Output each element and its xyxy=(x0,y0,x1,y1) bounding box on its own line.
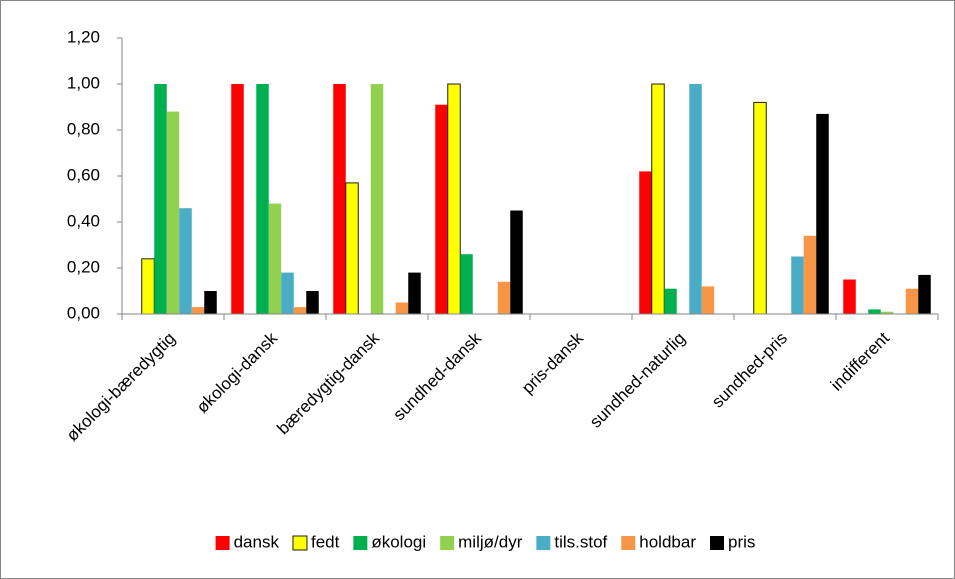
bar xyxy=(843,279,856,314)
bar xyxy=(816,113,829,315)
bar xyxy=(880,311,894,314)
bar xyxy=(395,302,409,314)
bar xyxy=(204,291,217,314)
bar xyxy=(701,286,715,314)
bar xyxy=(435,104,448,314)
y-tick-label: 0,20 xyxy=(67,257,100,276)
bar xyxy=(345,182,359,315)
bar xyxy=(333,84,346,314)
legend-swatch xyxy=(292,535,308,551)
bar xyxy=(868,309,881,314)
y-tick-label: 0,40 xyxy=(67,211,100,230)
legend: dansk fedt økologi miljø/dyr tils.stof holdba… xyxy=(215,532,755,551)
legend-label: holdbar xyxy=(639,532,696,551)
bar xyxy=(497,281,511,314)
legend-label: fedt xyxy=(311,532,340,551)
bar xyxy=(639,171,652,314)
bar xyxy=(281,272,294,314)
legend-label: pris xyxy=(728,532,755,551)
y-tick-label: 0,80 xyxy=(67,119,100,138)
legend-swatch xyxy=(536,536,551,550)
bar xyxy=(179,208,192,314)
legend-swatch xyxy=(440,536,455,550)
bar xyxy=(141,258,155,315)
bar xyxy=(689,84,702,314)
bar xyxy=(460,254,473,314)
bar xyxy=(803,235,817,314)
legend-label: økologi xyxy=(371,532,426,551)
bar xyxy=(753,101,767,315)
bar xyxy=(651,83,665,315)
bar xyxy=(154,84,167,314)
bar xyxy=(447,83,461,315)
bar xyxy=(408,272,421,314)
bar xyxy=(231,84,244,314)
bar xyxy=(166,111,180,314)
bar xyxy=(905,288,919,314)
bar xyxy=(293,307,307,314)
legend-swatch xyxy=(353,536,368,550)
bar xyxy=(664,288,677,314)
y-tick-label: 1,00 xyxy=(67,73,100,92)
bar xyxy=(306,291,319,314)
bar xyxy=(918,274,931,314)
legend-label: dansk xyxy=(234,532,280,551)
legend-swatch xyxy=(621,536,636,550)
legend-label: tils.stof xyxy=(554,532,607,551)
bar xyxy=(370,84,384,314)
bar xyxy=(791,256,804,314)
y-tick-label: 0,60 xyxy=(67,165,100,184)
bar xyxy=(510,210,523,314)
legend-swatch xyxy=(709,536,724,550)
y-tick-label: 0,00 xyxy=(67,303,100,322)
legend-swatch xyxy=(215,536,230,550)
bar xyxy=(191,307,205,314)
bar xyxy=(268,203,282,314)
bar xyxy=(256,84,269,314)
y-tick-label: 1,20 xyxy=(67,27,100,46)
legend-label: miljø/dyr xyxy=(458,532,523,551)
